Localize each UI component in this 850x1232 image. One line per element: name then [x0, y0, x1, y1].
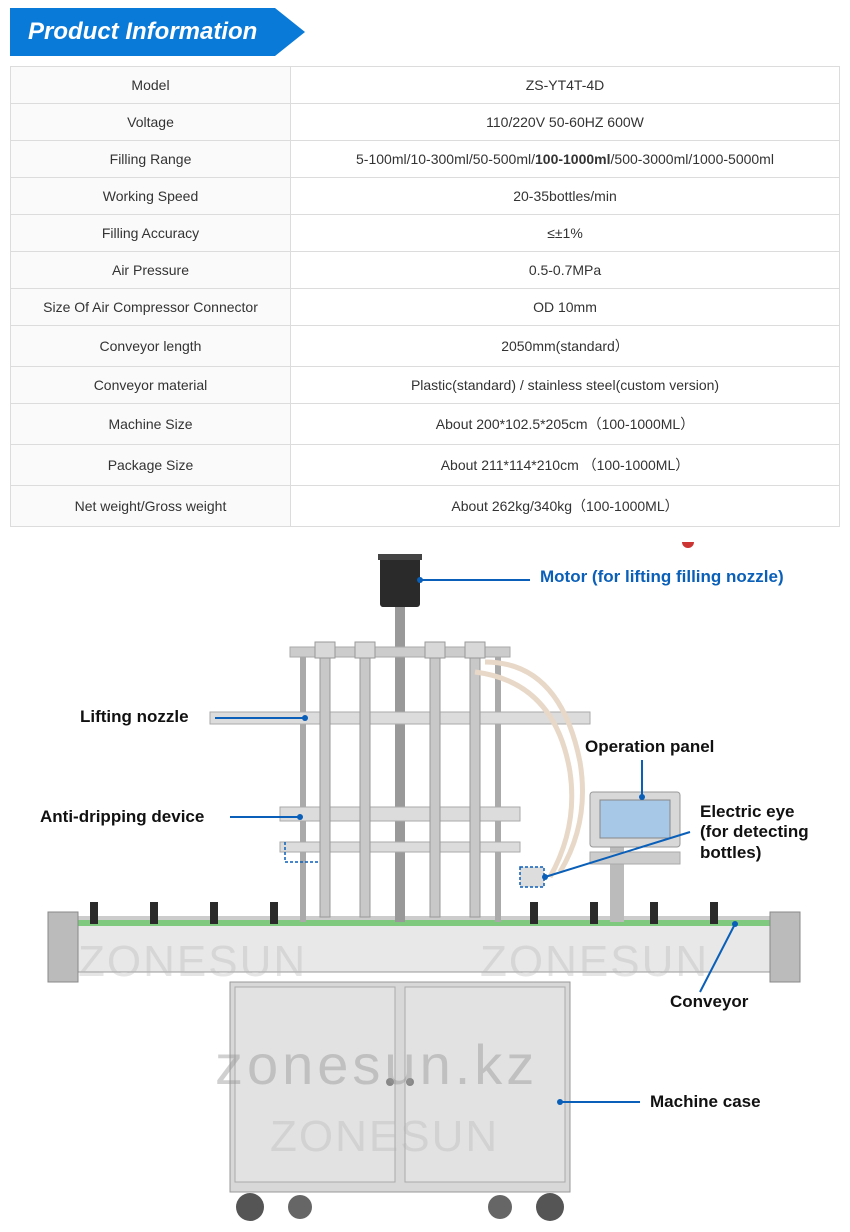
spec-label: Filling Range: [11, 141, 291, 178]
spec-row: Package SizeAbout 211*114*210cm （100-100…: [11, 445, 840, 486]
spec-value: ≤±1%: [291, 215, 840, 252]
spec-value: 110/220V 50-60HZ 600W: [291, 104, 840, 141]
spec-row: Machine SizeAbout 200*102.5*205cm（100-10…: [11, 404, 840, 445]
spec-label: Machine Size: [11, 404, 291, 445]
callout-lifting-nozzle: Lifting nozzle: [80, 707, 189, 727]
spec-value: OD 10mm: [291, 289, 840, 326]
callout-electric-eye: Electric eye (for detecting bottles): [700, 802, 809, 863]
spec-row: Voltage110/220V 50-60HZ 600W: [11, 104, 840, 141]
spec-row: ModelZS-YT4T-4D: [11, 67, 840, 104]
spec-row: Filling Accuracy≤±1%: [11, 215, 840, 252]
callout-anti-dripping: Anti-dripping device: [40, 807, 204, 827]
spec-label: Conveyor material: [11, 367, 291, 404]
spec-value: 20-35bottles/min: [291, 178, 840, 215]
spec-value: About 211*114*210cm （100-1000ML）: [291, 445, 840, 486]
spec-label: Size Of Air Compressor Connector: [11, 289, 291, 326]
section-header: Product Information: [10, 8, 275, 56]
machine-diagram: [0, 542, 850, 1232]
spec-label: Air Pressure: [11, 252, 291, 289]
spec-label: Model: [11, 67, 291, 104]
callout-machine-case: Machine case: [650, 1092, 761, 1112]
spec-value: 2050mm(standard）: [291, 326, 840, 367]
spec-table: ModelZS-YT4T-4DVoltage110/220V 50-60HZ 6…: [10, 66, 840, 527]
spec-label: Working Speed: [11, 178, 291, 215]
diagram-area: ZONESUN ZONESUN ZONESUN zonesun.kz Motor…: [0, 542, 850, 1232]
spec-value: About 200*102.5*205cm（100-1000ML）: [291, 404, 840, 445]
callout-conveyor: Conveyor: [670, 992, 748, 1012]
spec-row: Air Pressure0.5-0.7MPa: [11, 252, 840, 289]
spec-label: Voltage: [11, 104, 291, 141]
spec-row: Size Of Air Compressor ConnectorOD 10mm: [11, 289, 840, 326]
spec-label: Filling Accuracy: [11, 215, 291, 252]
spec-row: Filling Range5-100ml/10-300ml/50-500ml/1…: [11, 141, 840, 178]
spec-row: Conveyor materialPlastic(standard) / sta…: [11, 367, 840, 404]
spec-label: Package Size: [11, 445, 291, 486]
spec-value: 5-100ml/10-300ml/50-500ml/100-1000ml/500…: [291, 141, 840, 178]
callout-operation-panel: Operation panel: [585, 737, 714, 757]
spec-value: ZS-YT4T-4D: [291, 67, 840, 104]
callout-motor: Motor (for lifting filling nozzle): [540, 567, 784, 587]
spec-value: About 262kg/340kg（100-1000ML）: [291, 486, 840, 527]
spec-row: Conveyor length2050mm(standard）: [11, 326, 840, 367]
spec-label: Conveyor length: [11, 326, 291, 367]
spec-value: 0.5-0.7MPa: [291, 252, 840, 289]
spec-value: Plastic(standard) / stainless steel(cust…: [291, 367, 840, 404]
spec-label: Net weight/Gross weight: [11, 486, 291, 527]
spec-row: Net weight/Gross weightAbout 262kg/340kg…: [11, 486, 840, 527]
spec-row: Working Speed20-35bottles/min: [11, 178, 840, 215]
section-title: Product Information: [28, 18, 257, 45]
